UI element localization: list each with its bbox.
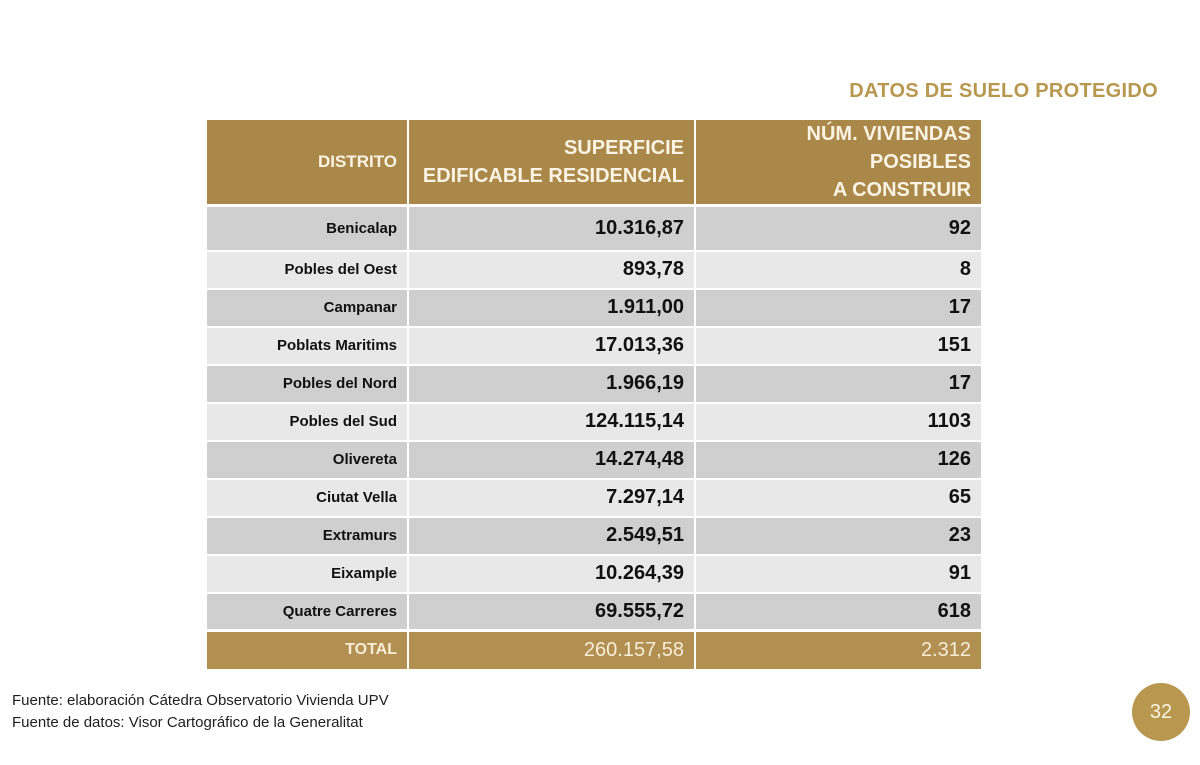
cell-distrito: Olivereta — [207, 439, 409, 479]
cell-superficie: 10.264,39 — [407, 553, 696, 593]
cell-superficie: 2.549,51 — [407, 515, 696, 555]
cell-viviendas: 23 — [694, 515, 981, 555]
header-distrito: DISTRITO — [207, 120, 409, 207]
cell-distrito: Extramurs — [207, 515, 409, 555]
table-row: Ciutat Vella 7.297,14 65 — [207, 477, 981, 517]
cell-superficie: 10.316,87 — [407, 204, 696, 251]
table-total-row: TOTAL 260.157,58 2.312 — [207, 629, 981, 669]
header-viviendas-line2: A CONSTRUIR — [832, 179, 971, 201]
total-superficie: 260.157,58 — [407, 629, 696, 669]
cell-viviendas: 151 — [694, 325, 981, 365]
cell-viviendas: 1103 — [694, 401, 981, 441]
slide-title: DATOS DE SUELO PROTEGIDO — [849, 80, 1158, 102]
table-row: Eixample 10.264,39 91 — [207, 553, 981, 593]
cell-viviendas: 17 — [694, 287, 981, 327]
cell-superficie: 1.911,00 — [407, 287, 696, 327]
cell-superficie: 7.297,14 — [407, 477, 696, 517]
header-viviendas: NÚM. VIVIENDAS POSIBLES A CONSTRUIR — [694, 120, 981, 207]
cell-superficie: 69.555,72 — [407, 591, 696, 631]
total-label: TOTAL — [207, 629, 409, 669]
cell-distrito: Campanar — [207, 287, 409, 327]
cell-distrito: Ciutat Vella — [207, 477, 409, 517]
cell-superficie: 893,78 — [407, 249, 696, 289]
header-viviendas-line1: NÚM. VIVIENDAS POSIBLES — [806, 123, 971, 173]
cell-superficie: 14.274,48 — [407, 439, 696, 479]
header-superficie-line2: EDIFICABLE RESIDENCIAL — [422, 165, 684, 187]
table-row: Pobles del Nord 1.966,19 17 — [207, 363, 981, 403]
source-line-2: Fuente de datos: Visor Cartográfico de l… — [12, 714, 363, 731]
cell-superficie: 17.013,36 — [407, 325, 696, 365]
source-line-1: Fuente: elaboración Cátedra Observatorio… — [12, 692, 389, 709]
cell-distrito: Quatre Carreres — [207, 591, 409, 631]
table-row: Olivereta 14.274,48 126 — [207, 439, 981, 479]
table-row: Pobles del Sud 124.115,14 1103 — [207, 401, 981, 441]
cell-distrito: Pobles del Nord — [207, 363, 409, 403]
table-row: Poblats Maritims 17.013,36 151 — [207, 325, 981, 365]
cell-superficie: 124.115,14 — [407, 401, 696, 441]
cell-viviendas: 8 — [694, 249, 981, 289]
cell-distrito: Poblats Maritims — [207, 325, 409, 365]
cell-viviendas: 92 — [694, 204, 981, 251]
cell-viviendas: 65 — [694, 477, 981, 517]
table-row: Campanar 1.911,00 17 — [207, 287, 981, 327]
total-viviendas: 2.312 — [694, 629, 981, 669]
cell-distrito: Pobles del Sud — [207, 401, 409, 441]
page-number: 32 — [1149, 700, 1173, 723]
page-number-badge: 32 — [1132, 683, 1190, 741]
source-note: Fuente: elaboración Cátedra Observatorio… — [12, 690, 389, 734]
table-row: Benicalap 10.316,87 92 — [207, 204, 981, 251]
header-superficie-line1: SUPERFICIE — [563, 137, 684, 159]
cell-viviendas: 126 — [694, 439, 981, 479]
cell-distrito: Eixample — [207, 553, 409, 593]
cell-viviendas: 91 — [694, 553, 981, 593]
table-row: Pobles del Oest 893,78 8 — [207, 249, 981, 289]
cell-viviendas: 618 — [694, 591, 981, 631]
table-header-row: DISTRITO SUPERFICIE EDIFICABLE RESIDENCI… — [207, 120, 981, 207]
header-superficie: SUPERFICIE EDIFICABLE RESIDENCIAL — [407, 120, 696, 207]
table-row: Extramurs 2.549,51 23 — [207, 515, 981, 555]
suelo-protegido-table: DISTRITO SUPERFICIE EDIFICABLE RESIDENCI… — [207, 120, 981, 669]
cell-distrito: Benicalap — [207, 204, 409, 251]
cell-distrito: Pobles del Oest — [207, 249, 409, 289]
cell-superficie: 1.966,19 — [407, 363, 696, 403]
table-row: Quatre Carreres 69.555,72 618 — [207, 591, 981, 631]
cell-viviendas: 17 — [694, 363, 981, 403]
